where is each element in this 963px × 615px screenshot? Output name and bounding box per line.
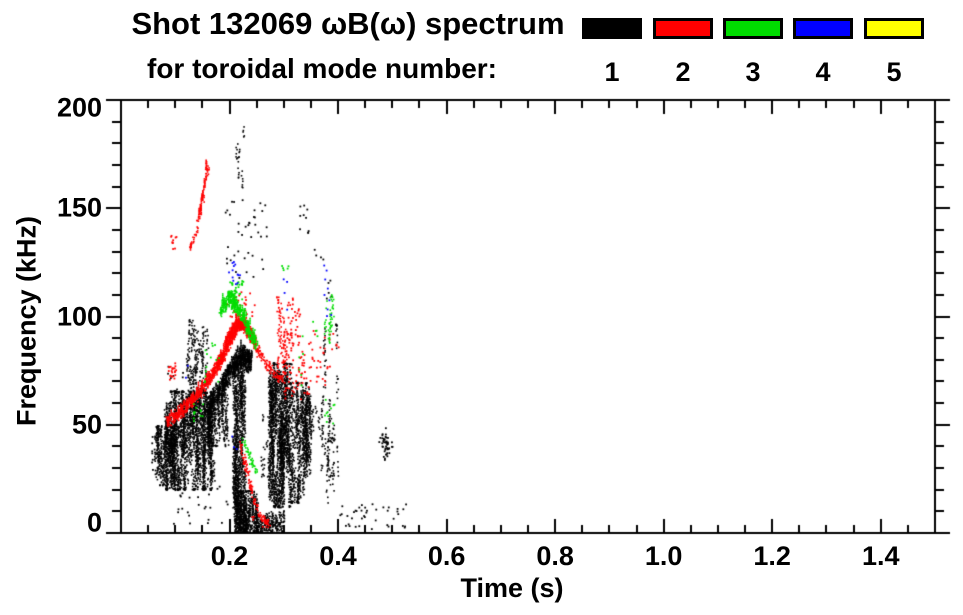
legend-label-2: 2 — [675, 57, 691, 87]
x-tick-label: 0.4 — [319, 541, 357, 571]
legend-swatch-1 — [582, 18, 642, 39]
y-axis-title: Frequency (kHz) — [11, 215, 42, 427]
legend-label-4: 4 — [815, 57, 831, 87]
x-tick-label: 0.6 — [427, 541, 466, 571]
y-tick-label: 150 — [56, 192, 102, 223]
legend-swatch-4 — [793, 18, 853, 39]
legend-swatch-5 — [864, 18, 924, 39]
y-tick-label: 0 — [86, 507, 102, 538]
x-tick-label: 0.2 — [210, 541, 249, 571]
legend-label-3: 3 — [745, 57, 761, 87]
x-axis-title: Time (s) — [460, 573, 564, 603]
legend-label-5: 5 — [886, 57, 902, 87]
figure-title-line1: Shot 132069 ωB(ω) spectrum — [131, 6, 565, 41]
legend-label-1: 1 — [604, 57, 620, 87]
x-tick-label: 1.0 — [644, 541, 683, 571]
x-tick-label: 1.4 — [861, 541, 900, 571]
y-tick-label: 200 — [56, 92, 102, 123]
y-tick-label: 100 — [56, 301, 102, 331]
legend-swatch-3 — [723, 18, 783, 39]
x-tick-label: 1.2 — [753, 541, 791, 571]
legend-swatch-2 — [653, 18, 713, 39]
y-tick-label: 50 — [71, 409, 102, 440]
x-tick-label: 0.8 — [536, 541, 574, 571]
figure-title-line2: for toroidal mode number: — [147, 53, 497, 84]
